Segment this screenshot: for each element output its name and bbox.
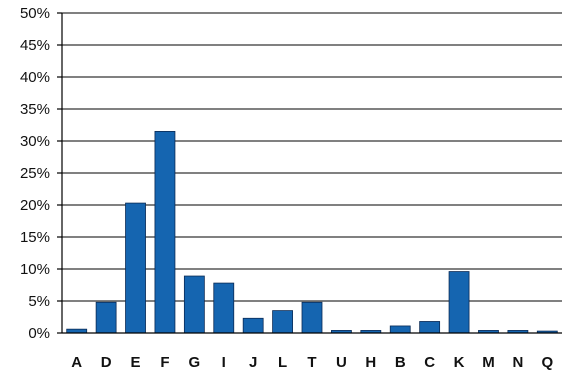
bar-f [154, 130, 176, 334]
y-axis-tick-labels: 0% 5% 10% 15% 20% 25% 30% 35% 40% 45% 50% [20, 5, 62, 342]
x-tick-label-m: M [482, 354, 495, 371]
y-tick-label: 10% [20, 261, 50, 278]
x-tick-label-g: G [189, 354, 201, 371]
y-tick-label: 15% [20, 229, 50, 246]
bar-d [95, 301, 117, 334]
y-tick-label: 50% [20, 5, 50, 22]
x-tick-label-k: K [454, 354, 465, 371]
x-tick-label-u: U [336, 354, 347, 371]
bar-k [448, 271, 470, 334]
bar-t [301, 301, 323, 334]
y-tick-label: 40% [20, 69, 50, 86]
x-tick-label-q: Q [541, 354, 553, 371]
x-tick-label-c: C [424, 354, 435, 371]
bar-b [389, 325, 411, 334]
x-tick-label-b: B [395, 354, 406, 371]
y-tick-label: 25% [20, 165, 50, 182]
y-tick-label: 35% [20, 101, 50, 118]
y-tick-label: 5% [28, 293, 50, 310]
x-tick-label-l: L [278, 354, 287, 371]
x-tick-label-n: N [512, 354, 523, 371]
x-tick-label-d: D [101, 354, 112, 371]
bar-g [183, 275, 205, 334]
x-tick-label-i: I [222, 354, 226, 371]
x-tick-label-h: H [365, 354, 376, 371]
x-tick-label-f: F [160, 354, 169, 371]
y-tick-label: 20% [20, 197, 50, 214]
x-tick-label-j: J [249, 354, 257, 371]
x-tick-label-t: T [307, 354, 316, 371]
y-tick-label: 0% [28, 325, 50, 342]
x-tick-label-a: A [71, 354, 82, 371]
bar-j [242, 317, 264, 334]
y-tick-label: 45% [20, 37, 50, 54]
bar-l [272, 310, 293, 334]
bar-i [213, 282, 235, 334]
y-tick-label: 30% [20, 133, 50, 150]
x-tick-label-e: E [131, 354, 141, 371]
bar-c [419, 321, 441, 334]
bar-e [125, 202, 146, 334]
bars [66, 130, 558, 334]
